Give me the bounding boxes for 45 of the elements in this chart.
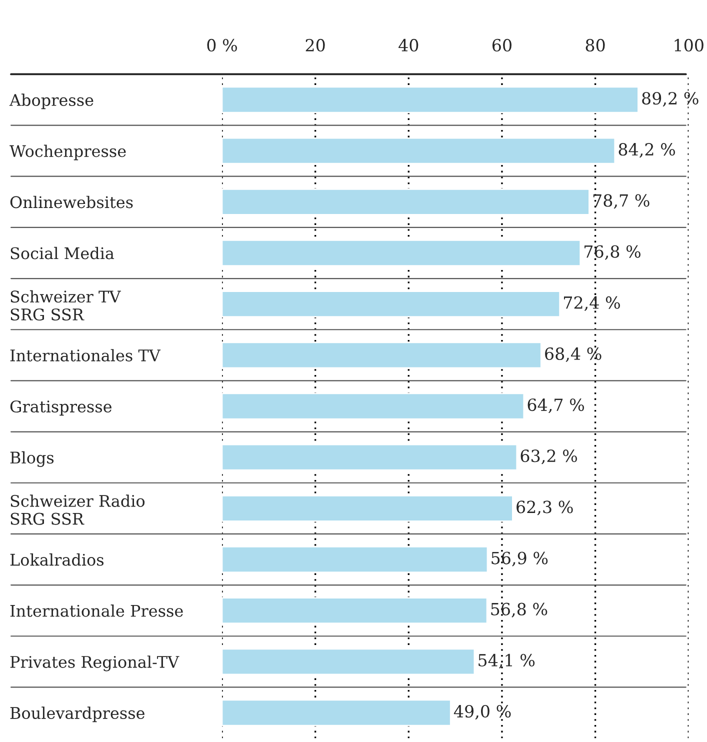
bar <box>222 546 488 573</box>
x-tick-label: 0 % <box>207 38 237 52</box>
data-label: 78,7 % <box>593 194 650 209</box>
y-tick-label: Internationales TV <box>10 349 161 362</box>
x-tick-label: 80 <box>586 38 605 52</box>
data-label: 56,8 % <box>491 602 548 618</box>
bar <box>222 699 452 726</box>
x-tick-label: 40 <box>398 38 418 52</box>
data-label: 68,4 % <box>545 347 602 362</box>
bar <box>222 648 476 676</box>
bar <box>222 290 561 318</box>
bar <box>222 137 616 164</box>
bar <box>222 444 518 471</box>
bar <box>222 240 582 266</box>
data-label: 49,0 % <box>454 704 511 720</box>
bar <box>222 494 514 522</box>
y-tick-label: Abopresse <box>9 94 94 110</box>
y-tick-label: Social Media <box>10 246 114 260</box>
y-tick-label: Lokalradios <box>10 553 104 566</box>
data-label: 56,9 % <box>492 552 548 566</box>
bar <box>222 392 525 420</box>
data-label: 62,3 % <box>516 500 573 516</box>
y-tick-label: Privates Regional-TV <box>10 656 180 672</box>
y-tick-label: Wochenpresse <box>10 144 126 160</box>
data-label: 64,7 % <box>528 398 584 414</box>
x-tick-label: 60 <box>492 38 512 52</box>
y-tick-label: Blogs <box>10 451 54 467</box>
x-tick-label: 20 <box>306 38 325 52</box>
y-tick-label: Gratispresse <box>10 400 112 416</box>
y-tick-label: Onlinewebsites <box>10 196 133 208</box>
bar <box>222 86 639 114</box>
data-label: 63,2 % <box>520 450 578 464</box>
y-tick-label: Boulevardpresse <box>10 706 144 722</box>
data-label: 76,8 % <box>584 245 640 260</box>
data-label: 84,2 % <box>618 143 675 158</box>
y-tick-label: Schweizer TV SRG SSR <box>10 290 121 321</box>
data-label: 89,2 % <box>642 92 698 107</box>
x-tick-label: 100 <box>674 38 704 52</box>
data-label: 72,4 % <box>564 296 620 311</box>
y-tick-label: Internationale Presse <box>10 604 183 617</box>
bar <box>222 597 488 624</box>
y-tick-label: Schweizer Radio SRG SSR <box>10 494 145 525</box>
bar <box>222 342 542 369</box>
bar <box>222 188 590 216</box>
data-label: 54,1 % <box>478 654 535 669</box>
